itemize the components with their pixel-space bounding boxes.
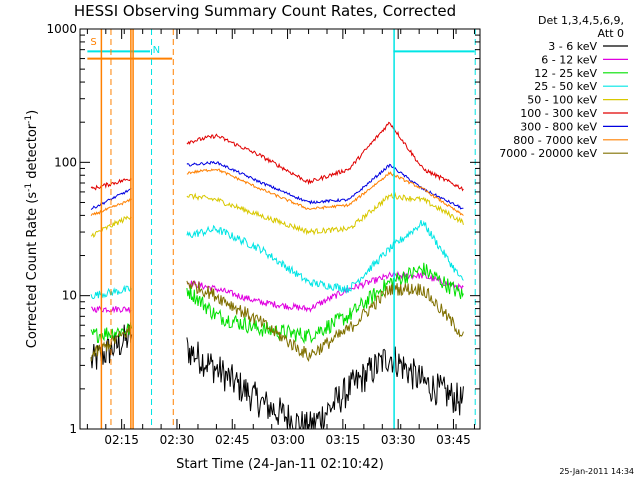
x-axis: 02:15 02:30 02:45 03:00 03:15 03:30 03:45: [86, 29, 475, 447]
saa-flag-label: S: [90, 37, 96, 48]
night-flag-label: N: [153, 45, 160, 56]
y-axis-label-sup1: -1: [24, 183, 34, 192]
y-axis-label: Corrected Count Rate (s-1 detector-1): [24, 110, 40, 348]
date-stamp: 25-Jan-2011 14:34: [559, 467, 634, 476]
series-line: [186, 270, 464, 313]
series-line: [186, 280, 464, 362]
series-line: [186, 337, 464, 430]
legend-label: 12 - 25 keV: [534, 67, 597, 80]
y-tick-label: 10: [62, 289, 77, 303]
y-tick-label: 1000: [46, 22, 77, 36]
legend-label: 50 - 100 keV: [527, 94, 597, 107]
legend-subtitle: Att 0: [598, 27, 624, 40]
x-tick-label: 02:45: [215, 433, 250, 447]
y-axis-label-main: Corrected Count Rate (s: [25, 192, 40, 349]
series-line: [186, 191, 464, 236]
legend-label: 100 - 300 keV: [520, 107, 597, 120]
x-tick-label: 03:30: [381, 433, 416, 447]
chart-title: HESSI Observing Summary Count Rates, Cor…: [74, 2, 456, 20]
series-line: [186, 168, 464, 216]
legend-label: 3 - 6 keV: [548, 40, 597, 53]
x-tick-label: 03:15: [326, 433, 361, 447]
series-line: [90, 198, 133, 216]
y-axis: 1 10 100 1000: [46, 22, 480, 436]
y-axis-label-end: ): [25, 110, 40, 115]
legend-label: 6 - 12 keV: [541, 53, 597, 66]
legend-title: Det 1,3,4,5,6,9,: [538, 14, 624, 27]
series-line: [186, 219, 464, 295]
legend-label: 800 - 7000 keV: [513, 134, 597, 147]
legend-label: 25 - 50 keV: [534, 80, 597, 93]
legend-label: 300 - 800 keV: [520, 120, 597, 133]
x-tick-label: 02:30: [160, 433, 195, 447]
x-tick-label: 02:15: [104, 433, 139, 447]
flags-layer: SN: [87, 29, 476, 429]
plot-frame: [79, 28, 481, 430]
y-tick-label: 100: [54, 155, 77, 169]
series-layer: [90, 121, 464, 430]
series-line: [186, 262, 464, 345]
x-axis-label: Start Time (24-Jan-11 02:10:42): [176, 457, 384, 472]
x-tick-label: 03:45: [436, 433, 471, 447]
y-tick-label: 1: [69, 422, 77, 436]
series-line: [90, 215, 132, 238]
legend-label: 7000 - 20000 keV: [499, 147, 597, 160]
x-tick-label: 03:00: [270, 433, 305, 447]
series-line: [186, 160, 464, 210]
series-line: [186, 121, 464, 192]
y-axis-label-mid: detector: [25, 123, 40, 183]
y-axis-label-sup2: -1: [24, 115, 34, 124]
